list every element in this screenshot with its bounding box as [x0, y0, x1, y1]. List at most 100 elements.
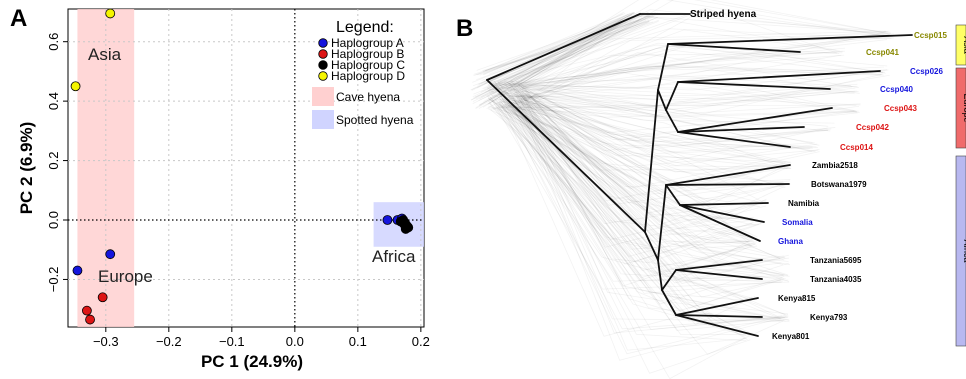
- tree-branch: [644, 89, 659, 233]
- tree-sample-line: [501, 92, 750, 287]
- legend-label-spotted-hyena: Spotted hyena: [336, 113, 414, 127]
- tree-sample-line: [494, 69, 889, 97]
- tree-sample-line: [513, 33, 894, 108]
- group-label-africa: Africa: [962, 239, 966, 262]
- leaf-label-kenya801: Kenya801: [772, 332, 810, 341]
- tree-sample-line: [497, 96, 757, 229]
- tree-branch: [677, 107, 833, 133]
- tree-sample-line: [500, 91, 835, 124]
- tree-sample-line: [522, 66, 884, 91]
- tree-sample-line: [473, 21, 632, 75]
- tree-sample-line: [499, 9, 886, 90]
- tree-sample-line: [492, 31, 891, 87]
- tree-sample-line: [512, 102, 815, 153]
- tree-branch: [679, 204, 761, 242]
- tree-sample-line: [501, 69, 860, 99]
- tree-sample-line: [492, 82, 861, 115]
- tree-sample-line: [504, 98, 782, 281]
- tree-sample-line: [512, 97, 758, 271]
- tree-sample-line: [502, 92, 782, 284]
- leaf-label-somalia: Somalia: [782, 218, 813, 227]
- tree-sample-line: [482, 15, 655, 73]
- tree-sample-line: [511, 95, 858, 136]
- leaf-label-ccsp014: Ccsp014: [840, 143, 873, 152]
- tree-branch: [675, 314, 763, 318]
- tree-branch: [677, 70, 881, 83]
- tree-sample-line: [513, 87, 783, 206]
- tree-sample-line: [524, 86, 755, 221]
- tree-sample-line: [519, 106, 762, 226]
- tree-sample-line: [498, 103, 785, 309]
- tree-sample-line: [491, 74, 858, 97]
- leaf-label-namibia: Namibia: [788, 199, 820, 208]
- tree-sample-line: [473, 13, 626, 77]
- tree-sample-line: [497, 72, 857, 112]
- tree-sample-line: [501, 102, 781, 259]
- tree-sample-line: [503, 39, 887, 92]
- tree-sample-line: [520, 85, 753, 240]
- tree-sample-line: [522, 89, 792, 164]
- leaf-label-ccsp015: Ccsp015: [914, 31, 947, 40]
- tree-sample-line: [516, 103, 786, 316]
- tree-sample-line: [520, 69, 882, 112]
- tree-sample-line: [518, 100, 857, 107]
- tree-sample-line: [484, 17, 658, 82]
- tree-sample-line: [513, 89, 790, 277]
- tree-sample-line: [498, 9, 893, 89]
- tree-sample-line: [521, 89, 750, 336]
- tree-sample-line: [525, 102, 784, 265]
- tree-sample-line: [494, 81, 788, 276]
- reference-lines: [68, 9, 424, 327]
- tree-branch: [657, 43, 669, 91]
- tree-sample-line: [499, 102, 813, 143]
- tree-sample-line: [510, 47, 845, 104]
- tree-sample-line: [514, 108, 831, 132]
- panel-a-scatter: A −0.3 −0.2 −0.1 0.0 0.1 0.2−0.20.00.20.40.6 …: [10, 5, 430, 371]
- tree-sample-line: [502, 96, 747, 337]
- legend-title: Legend:: [336, 19, 394, 36]
- tree-sample-line: [506, 50, 843, 108]
- y-tick-label: 0.0: [46, 211, 61, 229]
- tree-sample-line: [504, 97, 783, 276]
- tree-sample-line: [524, 92, 784, 168]
- tree-branch: [657, 89, 667, 111]
- x-axis-title: PC 1 (24.9%): [201, 352, 303, 371]
- tree-sample-line: [489, 77, 855, 111]
- tree-sample-line: [510, 85, 754, 238]
- tree-sample-line: [477, 18, 641, 86]
- tree-branch: [667, 43, 801, 53]
- tree-sample-line: [499, 95, 782, 298]
- tree-sample-line: [516, 90, 792, 170]
- axis-ticks: −0.3 −0.2 −0.1 0.0 0.1 0.2 −0.2 0.0 0.2 0.4 0.6: [46, 33, 430, 349]
- tree-sample-line: [492, 50, 845, 91]
- y-axis-title: PC 2 (6.9%): [17, 122, 36, 215]
- tree-sample-line: [524, 90, 829, 143]
- tree-sample-line: [510, 108, 754, 222]
- tree-sample-line: [512, 104, 785, 261]
- tree-sample-line: [478, 20, 626, 106]
- tree-branch: [677, 81, 831, 90]
- tree-sample-line: [504, 104, 786, 165]
- tree-sample-line: [488, 100, 785, 312]
- tree-sample-line: [522, 16, 886, 111]
- tree-branch: [665, 81, 679, 111]
- x-tick-label: 0.2: [412, 334, 430, 349]
- tree-sample-line: [505, 85, 789, 330]
- tree-sample-line: [507, 104, 753, 242]
- tree-branch: [679, 204, 765, 223]
- tree-sample-line: [484, 16, 658, 93]
- tree-sample-line: [515, 107, 757, 222]
- tree-sample-line: [490, 109, 791, 266]
- group-label-europe: Europe: [962, 93, 966, 122]
- tree-branch: [665, 184, 681, 206]
- tree-sample-line: [505, 30, 887, 96]
- legend-label-cave-hyena: Cave hyena: [336, 90, 400, 104]
- tree-sample-line: [494, 84, 752, 335]
- tree-sample-line: [498, 108, 818, 167]
- tree-sample-line: [486, 21, 650, 110]
- leaf-label-zambia2518: Zambia2518: [812, 161, 858, 170]
- tree-sample-line: [518, 85, 790, 321]
- tree-sample-line: [516, 81, 782, 319]
- tree-sample-line: [521, 102, 829, 146]
